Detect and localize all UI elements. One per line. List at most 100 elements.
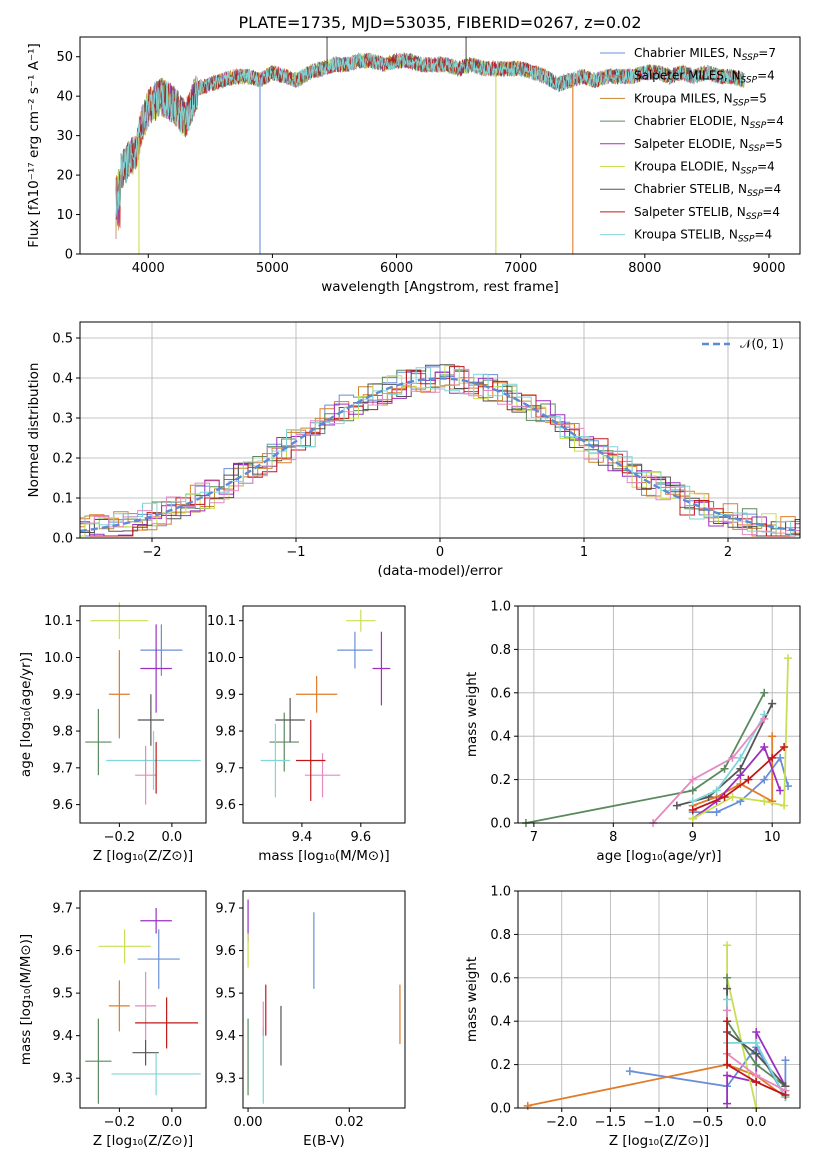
weight-marker bbox=[720, 792, 729, 801]
x-tick-label: 9.4 bbox=[292, 830, 313, 845]
x-axis-label: wavelength [Angstrom, rest frame] bbox=[321, 279, 559, 295]
y-tick-label: 0.8 bbox=[490, 643, 511, 658]
x-tick-label: 0.0 bbox=[746, 1115, 767, 1130]
weight-marker bbox=[728, 753, 737, 762]
weight-line bbox=[652, 718, 765, 824]
y-tick-label: 9.6 bbox=[215, 798, 236, 813]
weight-marker bbox=[723, 1099, 732, 1108]
weight-marker bbox=[736, 764, 745, 773]
axes-frame bbox=[242, 890, 406, 1109]
y-tick-label: 9.6 bbox=[52, 944, 73, 959]
legend-label: Chabrier MILES, NSSP=7 bbox=[634, 46, 776, 63]
x-tick-label: 1 bbox=[580, 545, 588, 560]
weight-marker bbox=[688, 805, 697, 814]
legend-label: Salpeter MILES, NSSP=4 bbox=[634, 69, 775, 86]
panel-1: −2 −1 0 1 2 0.0 0.1 0.2 0.3 0.4 0.5 (data-model)/er… bbox=[26, 321, 801, 579]
weight-marker bbox=[672, 801, 681, 810]
legend-label: Chabrier STELIB, NSSP=4 bbox=[634, 182, 781, 199]
x-tick-label: 9.6 bbox=[350, 830, 371, 845]
weight-marker bbox=[768, 753, 777, 762]
y-tick-label: 40 bbox=[56, 90, 73, 105]
weight-marker bbox=[760, 797, 769, 806]
weight-marker bbox=[625, 1067, 634, 1076]
y-axis-label: age [log₁₀(age/yr)] bbox=[18, 652, 34, 777]
x-tick-label: 5000 bbox=[256, 261, 289, 276]
weight-marker bbox=[760, 775, 769, 784]
x-tick-label: 8 bbox=[609, 830, 617, 845]
weight-marker bbox=[723, 941, 732, 950]
panel-4: 7 8 9 10 0.0 0.2 0.4 0.6 0.8 1.0 age [log₁₀(age/yr… bbox=[464, 600, 801, 864]
histogram-step bbox=[80, 368, 800, 536]
y-tick-label: 9.5 bbox=[215, 987, 236, 1002]
panel-6: 0.00 0.02 9.3 9.4 9.5 9.6 9.7 E(B-V) bbox=[215, 890, 406, 1149]
y-tick-label: 9.8 bbox=[52, 725, 73, 740]
weight-marker bbox=[760, 688, 769, 697]
x-tick-label: 9 bbox=[689, 830, 697, 845]
legend-label: Salpeter ELODIE, NSSP=5 bbox=[634, 137, 783, 154]
weight-marker bbox=[752, 1060, 761, 1069]
y-tick-label: 9.3 bbox=[215, 1072, 236, 1087]
legend-label: Kroupa STELIB, NSSP=4 bbox=[634, 228, 772, 245]
y-axis-label: mass [log₁₀(M/M⊙)] bbox=[18, 934, 34, 1065]
x-tick-label: −0.2 bbox=[104, 1115, 136, 1130]
panel-3: 9.4 9.6 9.6 9.7 9.8 9.9 10.0 10.1 mass [log₁₀(M/… bbox=[207, 605, 406, 864]
gaussian-curve bbox=[79, 377, 801, 533]
weight-marker bbox=[768, 699, 777, 708]
y-axis-label: mass weight bbox=[464, 957, 480, 1042]
y-tick-label: 0.1 bbox=[52, 492, 73, 507]
weight-marker bbox=[781, 1056, 790, 1065]
y-tick-label: 30 bbox=[56, 129, 73, 144]
weight-marker bbox=[768, 797, 777, 806]
weight-marker bbox=[776, 786, 785, 795]
x-tick-label: 10 bbox=[764, 830, 781, 845]
weight-marker bbox=[723, 1017, 732, 1026]
x-tick-label: 2 bbox=[724, 545, 732, 560]
weight-marker bbox=[688, 775, 697, 784]
y-tick-label: 9.9 bbox=[52, 688, 73, 703]
legend-label: Salpeter STELIB, NSSP=4 bbox=[634, 205, 780, 222]
y-tick-label: 9.8 bbox=[215, 725, 236, 740]
y-tick-label: 0.8 bbox=[490, 928, 511, 943]
y-tick-label: 0.2 bbox=[490, 1058, 511, 1073]
x-tick-label: 6000 bbox=[380, 261, 413, 276]
y-tick-label: 9.6 bbox=[215, 944, 236, 959]
y-tick-label: 9.3 bbox=[52, 1072, 73, 1087]
panel-5: −0.2 0.0 9.3 9.4 9.5 9.6 9.7 Z [log₁₀(Z/Z⊙)] mas… bbox=[18, 890, 207, 1149]
weight-marker bbox=[744, 775, 753, 784]
y-tick-label: 9.9 bbox=[215, 688, 236, 703]
axes-frame bbox=[79, 36, 801, 255]
weight-marker bbox=[776, 753, 785, 762]
weight-marker bbox=[752, 1049, 761, 1058]
y-tick-label: 0.0 bbox=[52, 532, 73, 547]
y-tick-label: 9.7 bbox=[215, 761, 236, 776]
y-tick-label: 9.7 bbox=[52, 761, 73, 776]
weight-line bbox=[525, 692, 766, 824]
y-tick-label: 50 bbox=[56, 50, 73, 65]
x-tick-label: 0 bbox=[436, 545, 444, 560]
weight-marker bbox=[752, 1038, 761, 1047]
y-tick-label: 0.4 bbox=[52, 372, 73, 387]
histogram-step bbox=[80, 364, 800, 537]
x-tick-label: −1.5 bbox=[595, 1115, 627, 1130]
y-tick-label: 9.4 bbox=[215, 1029, 236, 1044]
weight-marker bbox=[780, 743, 789, 752]
x-tick-label: 9000 bbox=[752, 261, 785, 276]
legend-label: 𝒩(0, 1) bbox=[740, 337, 784, 351]
x-tick-label: 7000 bbox=[504, 261, 537, 276]
y-tick-label: 10.1 bbox=[44, 614, 73, 629]
y-tick-label: 9.5 bbox=[52, 987, 73, 1002]
y-tick-label: 10.0 bbox=[44, 651, 73, 666]
legend-label: Kroupa MILES, NSSP=5 bbox=[634, 91, 767, 108]
weight-marker bbox=[720, 764, 729, 773]
weight-marker bbox=[712, 786, 721, 795]
x-tick-label: 4000 bbox=[132, 261, 165, 276]
y-tick-label: 9.7 bbox=[52, 902, 73, 917]
legend-label: Chabrier ELODIE, NSSP=4 bbox=[634, 114, 784, 131]
weight-marker bbox=[784, 654, 793, 663]
x-tick-label: 7 bbox=[530, 830, 538, 845]
x-axis-label: age [log₁₀(age/yr)] bbox=[596, 848, 721, 864]
weight-marker bbox=[752, 1077, 761, 1086]
y-tick-label: 0.2 bbox=[490, 773, 511, 788]
x-axis-label: mass [log₁₀(M/M⊙)] bbox=[258, 848, 389, 864]
